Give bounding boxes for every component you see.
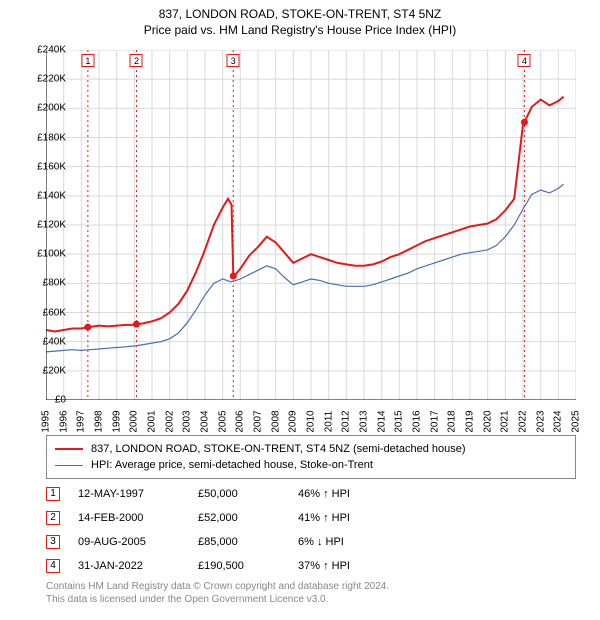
x-tick-label: 2025 — [571, 410, 582, 432]
footer: Contains HM Land Registry data © Crown c… — [46, 580, 576, 606]
y-tick-label: £80K — [43, 278, 66, 289]
y-tick-label: £140K — [37, 190, 66, 201]
chart-event-marker: 3 — [227, 54, 240, 67]
x-tick-label: 2006 — [235, 410, 246, 432]
event-date: 12-MAY-1997 — [78, 488, 198, 500]
event-row: 1 12-MAY-1997 £50,000 46% ↑ HPI — [46, 482, 576, 506]
x-tick-label: 2024 — [553, 410, 564, 432]
x-tick-label: 2017 — [429, 410, 440, 432]
legend-label: 837, LONDON ROAD, STOKE-ON-TRENT, ST4 5N… — [91, 443, 466, 455]
x-tick-label: 2010 — [306, 410, 317, 432]
x-tick-label: 2014 — [376, 410, 387, 432]
x-tick-label: 2021 — [500, 410, 511, 432]
x-tick-label: 1997 — [76, 410, 87, 432]
x-tick-label: 2022 — [518, 410, 529, 432]
x-tick-label: 2008 — [270, 410, 281, 432]
x-tick-label: 2013 — [359, 410, 370, 432]
x-tick-label: 1996 — [58, 410, 69, 432]
x-tick-label: 2002 — [164, 410, 175, 432]
y-tick-label: £180K — [37, 132, 66, 143]
x-tick-label: 2000 — [129, 410, 140, 432]
event-diff: 37% ↑ HPI — [298, 560, 350, 572]
x-tick-label: 2023 — [535, 410, 546, 432]
x-tick-label: 2012 — [341, 410, 352, 432]
y-tick-label: £120K — [37, 220, 66, 231]
legend-color-swatch — [55, 448, 83, 450]
y-tick-label: £160K — [37, 161, 66, 172]
event-date: 09-AUG-2005 — [78, 536, 198, 548]
event-price: £52,000 — [198, 512, 298, 524]
x-tick-label: 2019 — [465, 410, 476, 432]
event-diff: 41% ↑ HPI — [298, 512, 350, 524]
event-price: £50,000 — [198, 488, 298, 500]
title-line-1: 837, LONDON ROAD, STOKE-ON-TRENT, ST4 5N… — [0, 6, 600, 22]
legend: 837, LONDON ROAD, STOKE-ON-TRENT, ST4 5N… — [46, 435, 576, 479]
chart-container: 837, LONDON ROAD, STOKE-ON-TRENT, ST4 5N… — [0, 0, 600, 620]
x-tick-label: 1995 — [41, 410, 52, 432]
footer-line-2: This data is licensed under the Open Gov… — [46, 593, 576, 606]
x-tick-label: 2016 — [412, 410, 423, 432]
event-marker-box: 3 — [46, 535, 60, 549]
event-date: 31-JAN-2022 — [78, 560, 198, 572]
event-marker-box: 2 — [46, 511, 60, 525]
chart-svg — [46, 50, 576, 400]
y-tick-label: £40K — [43, 336, 66, 347]
event-marker-box: 4 — [46, 559, 60, 573]
event-diff: 6% ↓ HPI — [298, 536, 344, 548]
x-tick-label: 2005 — [217, 410, 228, 432]
x-tick-label: 2007 — [253, 410, 264, 432]
event-row: 4 31-JAN-2022 £190,500 37% ↑ HPI — [46, 554, 576, 578]
event-row: 3 09-AUG-2005 £85,000 6% ↓ HPI — [46, 530, 576, 554]
x-tick-label: 2004 — [200, 410, 211, 432]
chart-event-marker: 1 — [81, 54, 94, 67]
x-tick-label: 2003 — [182, 410, 193, 432]
event-row: 2 14-FEB-2000 £52,000 41% ↑ HPI — [46, 506, 576, 530]
events-table: 1 12-MAY-1997 £50,000 46% ↑ HPI 2 14-FEB… — [46, 482, 576, 578]
footer-line-1: Contains HM Land Registry data © Crown c… — [46, 580, 576, 593]
legend-label: HPI: Average price, semi-detached house,… — [91, 459, 373, 471]
y-tick-label: £0 — [55, 395, 66, 406]
legend-color-swatch — [55, 465, 83, 466]
legend-item: HPI: Average price, semi-detached house,… — [55, 457, 567, 473]
chart-event-marker: 2 — [130, 54, 143, 67]
event-price: £190,500 — [198, 560, 298, 572]
y-tick-label: £20K — [43, 365, 66, 376]
event-diff: 46% ↑ HPI — [298, 488, 350, 500]
line-chart — [46, 50, 576, 400]
x-tick-label: 2011 — [323, 411, 334, 433]
x-tick-label: 2018 — [447, 410, 458, 432]
title-block: 837, LONDON ROAD, STOKE-ON-TRENT, ST4 5N… — [0, 0, 600, 38]
y-tick-label: £60K — [43, 307, 66, 318]
chart-event-marker: 4 — [518, 54, 531, 67]
y-tick-label: £100K — [37, 249, 66, 260]
x-tick-label: 2020 — [482, 410, 493, 432]
x-tick-label: 2001 — [147, 410, 158, 432]
event-marker-box: 1 — [46, 487, 60, 501]
x-tick-label: 2015 — [394, 410, 405, 432]
y-tick-label: £240K — [37, 45, 66, 56]
event-date: 14-FEB-2000 — [78, 512, 198, 524]
x-tick-label: 2009 — [288, 410, 299, 432]
x-tick-label: 1999 — [111, 410, 122, 432]
legend-item: 837, LONDON ROAD, STOKE-ON-TRENT, ST4 5N… — [55, 441, 567, 457]
title-line-2: Price paid vs. HM Land Registry's House … — [0, 22, 600, 38]
event-price: £85,000 — [198, 536, 298, 548]
y-tick-label: £200K — [37, 103, 66, 114]
x-tick-label: 1998 — [94, 410, 105, 432]
y-tick-label: £220K — [37, 74, 66, 85]
